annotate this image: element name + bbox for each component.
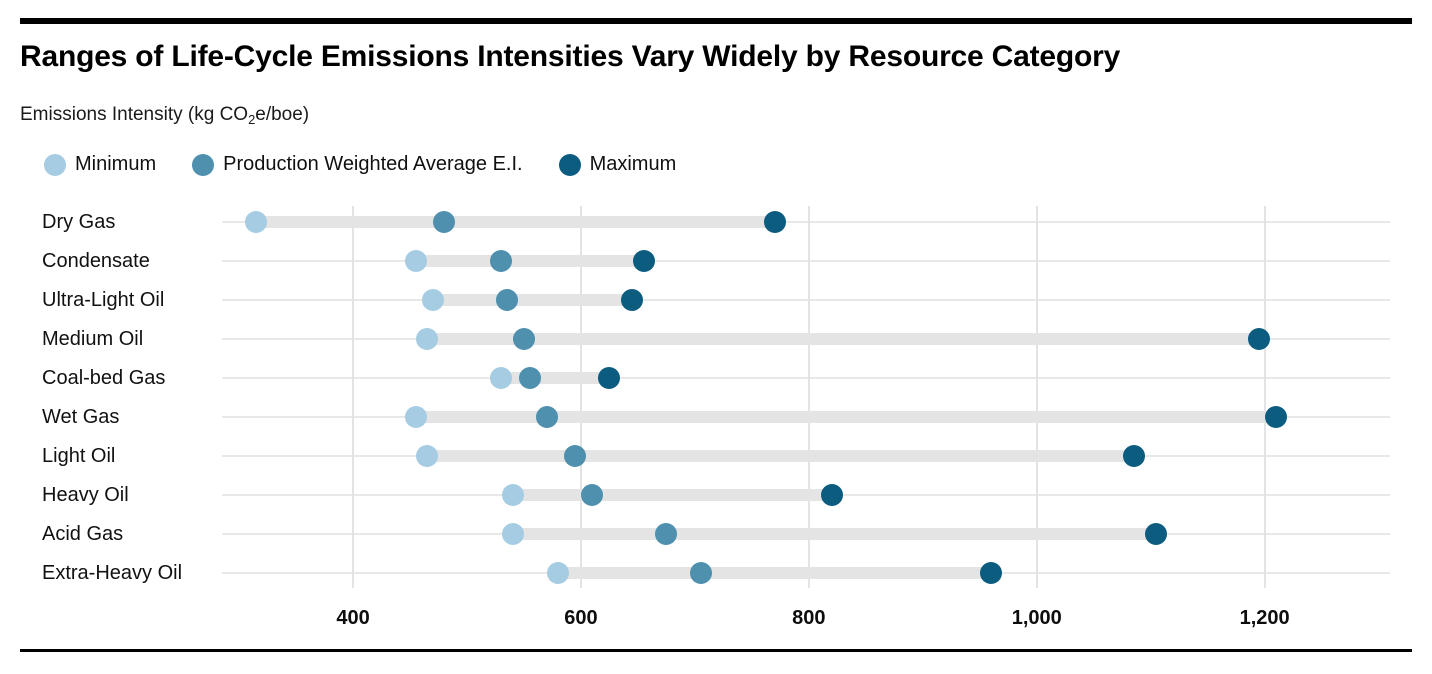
min-dot [501, 523, 524, 545]
avg-dot [512, 328, 535, 350]
x-tick-label: 400 [336, 607, 370, 629]
range-band [426, 294, 639, 306]
tick-gridline [807, 206, 810, 588]
tick-gridline [1263, 206, 1266, 588]
max-dot [1247, 328, 1270, 350]
legend-label: Production Weighted Average E.I. [223, 153, 523, 175]
max-dot [980, 562, 1003, 584]
row-gridline [222, 299, 1390, 301]
legend: Minimum Production Weighted Average E.I.… [44, 153, 676, 176]
avg-dot [433, 211, 456, 233]
maximum-dot-icon [558, 153, 581, 176]
category-label: Heavy Oil [42, 484, 129, 506]
y-axis-title: Emissions Intensity (kg CO2e/boe) [20, 104, 309, 127]
legend-item-maximum: Maximum [558, 153, 677, 176]
avg-dot [490, 250, 513, 272]
max-dot [763, 211, 786, 233]
tick-gridline [579, 206, 582, 588]
x-tick-label: 1,200 [1239, 607, 1290, 629]
min-dot [404, 250, 427, 272]
y-axis-title-unit: e/boe) [255, 104, 310, 125]
row-gridline [222, 260, 1390, 262]
range-band [409, 411, 1283, 423]
min-dot [421, 289, 444, 311]
range-band [421, 450, 1140, 462]
min-dot [547, 562, 570, 584]
max-dot [621, 289, 644, 311]
category-label: Coal-bed Gas [42, 367, 166, 389]
min-dot [416, 328, 439, 350]
range-band [421, 333, 1265, 345]
legend-label: Minimum [75, 153, 157, 175]
tick-gridline [352, 206, 355, 588]
minimum-dot-icon [44, 153, 66, 176]
range-band [409, 255, 650, 267]
category-label: Acid Gas [42, 523, 124, 545]
min-dot [245, 211, 268, 233]
range-band [552, 567, 998, 579]
x-tick-label: 600 [564, 607, 598, 629]
tick-gridline [1035, 206, 1038, 588]
chart-title: Ranges of Life-Cycle Emissions Intensiti… [20, 40, 1121, 73]
x-tick-label: 1,000 [1011, 607, 1062, 629]
avg-dot [655, 523, 678, 545]
x-tick-label: 800 [792, 607, 826, 629]
range-band [495, 372, 616, 384]
category-label: Wet Gas [42, 406, 120, 428]
legend-item-minimum: Minimum [44, 153, 156, 176]
y-axis-title-subscript: 2 [248, 111, 256, 127]
category-label: Dry Gas [42, 211, 116, 233]
top-rule [20, 18, 1412, 24]
range-band [506, 489, 838, 501]
range-band [250, 216, 781, 228]
legend-label: Maximum [589, 153, 677, 175]
category-label: Light Oil [42, 445, 116, 467]
row-gridline [222, 377, 1390, 379]
max-dot [1265, 406, 1288, 428]
avg-dot [581, 484, 604, 506]
legend-item-average: Production Weighted Average E.I. [192, 153, 523, 176]
row-gridline [222, 221, 1390, 223]
max-dot [598, 367, 621, 389]
average-dot-icon [192, 153, 215, 176]
category-label: Medium Oil [42, 328, 144, 350]
category-label: Extra-Heavy Oil [42, 562, 183, 584]
range-band [506, 528, 1163, 540]
max-dot [820, 484, 843, 506]
max-dot [632, 250, 655, 272]
y-axis-title-text: Emissions Intensity (kg CO [20, 104, 249, 125]
avg-dot [535, 406, 558, 428]
bottom-rule [20, 649, 1412, 652]
min-dot [490, 367, 513, 389]
avg-dot [564, 445, 587, 467]
category-label: Ultra-Light Oil [42, 289, 165, 311]
avg-dot [518, 367, 541, 389]
category-label: Condensate [42, 250, 150, 272]
min-dot [404, 406, 427, 428]
min-dot [416, 445, 439, 467]
max-dot [1122, 445, 1145, 467]
max-dot [1145, 523, 1168, 545]
min-dot [501, 484, 524, 506]
avg-dot [689, 562, 712, 584]
avg-dot [495, 289, 518, 311]
